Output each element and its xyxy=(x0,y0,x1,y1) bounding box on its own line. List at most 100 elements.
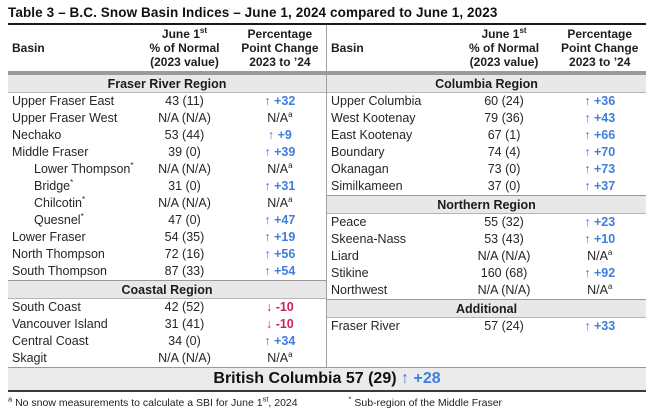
basin-row: North Thompson 72 (16) ↑ +56 xyxy=(8,246,326,263)
basin-name: Upper Fraser West xyxy=(12,111,118,125)
subregion-marker: * xyxy=(80,211,84,221)
basin-row: Nechako 53 (44) ↑ +9 xyxy=(8,127,326,144)
subregion-marker: * xyxy=(130,160,134,170)
up-arrow-icon: ↑ xyxy=(264,230,271,244)
column-header-normal: June 1st % of Normal (2023 value) xyxy=(135,25,234,71)
basin-name: South Coast xyxy=(12,300,81,314)
subregion-marker: * xyxy=(81,194,86,204)
basin-change: ↑ +43 xyxy=(584,111,616,125)
basin-change: ↑ +32 xyxy=(264,94,296,108)
up-arrow-icon: ↑ xyxy=(264,334,271,348)
header-normal-line3: (2023 value) xyxy=(469,55,539,69)
basin-value: N/A (N/A) xyxy=(158,111,211,125)
basin-row: Lower Thompson* N/A (N/A) N/Aa xyxy=(8,161,326,178)
basin-value: 43 (11) xyxy=(165,94,204,108)
basin-change: N/Aa xyxy=(267,109,293,125)
basin-row: Okanagan 73 (0) ↑ +73 xyxy=(327,161,646,178)
right-table-body: Columbia Region Upper Columbia 60 (24) ↑ +3… xyxy=(327,74,646,367)
empty-space xyxy=(327,335,646,367)
column-header-change: Percentage Point Change 2023 to ’24 xyxy=(553,25,646,71)
up-arrow-icon: ↑ xyxy=(584,266,591,280)
basin-value: 57 (24) xyxy=(484,319,524,333)
basin-change: ↑ +66 xyxy=(584,128,616,142)
basin-name: Skagit xyxy=(12,351,47,365)
basin-row: South Thompson 87 (33) ↑ +54 xyxy=(8,263,326,280)
down-arrow-icon: ↓ xyxy=(265,300,273,314)
column-header-basin: Basin xyxy=(12,41,45,55)
na-footnote-marker: a xyxy=(288,160,293,170)
up-arrow-icon: ↑ xyxy=(264,247,271,261)
up-arrow-icon: ↑ xyxy=(264,264,271,278)
na-footnote-marker: a xyxy=(288,194,293,204)
basin-value: 31 (0) xyxy=(168,179,201,193)
basin-name: West Kootenay xyxy=(331,111,416,125)
region-header-row: Coastal Region xyxy=(8,280,326,299)
column-header-basin: Basin xyxy=(331,41,364,55)
header-left-half: Basin June 1st % of Normal (2023 value) … xyxy=(8,25,327,71)
basin-change: ↑ +31 xyxy=(264,179,296,193)
up-arrow-icon: ↑ xyxy=(264,213,271,227)
basin-change: N/Aa xyxy=(587,281,613,297)
up-arrow-icon: ↑ xyxy=(264,145,271,159)
basin-value: 34 (0) xyxy=(168,334,201,348)
province-summary-value: 57 (29) xyxy=(345,370,397,387)
basin-name: Liard xyxy=(331,249,359,263)
basin-row: East Kootenay 67 (1) ↑ +66 xyxy=(327,127,646,144)
up-arrow-icon: ↑ xyxy=(584,215,591,229)
province-summary-change: ↑ +28 xyxy=(401,370,441,387)
table-body: Fraser River Region Upper Fraser East 43 (… xyxy=(8,74,646,367)
basin-value: 47 (0) xyxy=(168,213,201,227)
basin-row: Skeena-Nass 53 (43) ↑ +10 xyxy=(327,231,646,248)
basin-value: N/A (N/A) xyxy=(158,196,211,210)
province-summary-text: British Columbia 57 (29) ↑ +28 xyxy=(213,370,440,388)
up-arrow-icon: ↑ xyxy=(584,232,591,246)
basin-change: ↑ +37 xyxy=(584,179,616,193)
na-footnote-marker: a xyxy=(288,109,293,119)
header-normal-line1: June 1st xyxy=(161,26,208,42)
basin-name: Central Coast xyxy=(12,334,89,348)
table-title: Table 3 – B.C. Snow Basin Indices – June… xyxy=(8,0,646,25)
basin-name: Upper Columbia xyxy=(331,94,422,108)
basin-name: Quesnel* xyxy=(34,211,84,227)
header-change-line2: Point Change xyxy=(241,41,319,55)
region-header-label: Fraser River Region xyxy=(107,76,227,91)
basin-change: ↑ +23 xyxy=(584,215,616,229)
basin-name: Lower Thompson* xyxy=(34,160,134,176)
basin-row: Vancouver Island 31 (41) ↓ -10 xyxy=(8,316,326,333)
basin-name: Skeena-Nass xyxy=(331,232,407,246)
up-arrow-icon: ↑ xyxy=(584,162,591,176)
basin-value: 37 (0) xyxy=(487,179,521,193)
basin-change: ↑ +54 xyxy=(264,264,296,278)
header-right-half: Basin June 1st % of Normal (2023 value) … xyxy=(327,25,646,71)
basin-value: 42 (52) xyxy=(164,300,205,314)
up-arrow-icon: ↑ xyxy=(264,179,271,193)
basin-change: ↑ +39 xyxy=(264,145,296,159)
basin-row: Central Coast 34 (0) ↑ +34 xyxy=(8,333,326,350)
basin-change: ↑ +73 xyxy=(584,162,616,176)
basin-name: Lower Fraser xyxy=(12,230,86,244)
basin-row: South Coast 42 (52) ↓ -10 xyxy=(8,299,326,316)
up-arrow-icon: ↑ xyxy=(584,94,591,108)
basin-name: Fraser River xyxy=(331,319,400,333)
province-summary-row: British Columbia 57 (29) ↑ +28 xyxy=(8,367,646,392)
up-arrow-icon: ↑ xyxy=(584,179,591,193)
basin-name: East Kootenay xyxy=(331,128,413,142)
region-header-row: Northern Region xyxy=(327,195,646,214)
basin-name: North Thompson xyxy=(12,247,105,261)
basin-value: 73 (0) xyxy=(487,162,521,176)
region-header-label: Coastal Region xyxy=(121,282,213,297)
header-normal-line1: June 1st xyxy=(481,26,527,42)
down-arrow-icon: ↓ xyxy=(265,317,273,331)
up-arrow-icon: ↑ xyxy=(584,128,591,142)
basin-value: 60 (24) xyxy=(484,94,524,108)
basin-change: ↓ -10 xyxy=(265,300,294,314)
basin-value: 79 (36) xyxy=(484,111,524,125)
up-arrow-icon: ↑ xyxy=(584,145,591,159)
basin-row: Chilcotin* N/A (N/A) N/Aa xyxy=(8,195,326,212)
basin-name: Stikine xyxy=(331,266,369,280)
basin-change: ↑ +36 xyxy=(584,94,616,108)
basin-value: N/A (N/A) xyxy=(158,351,211,365)
basin-row: Lower Fraser 54 (35) ↑ +19 xyxy=(8,229,326,246)
basin-row: Skagit N/A (N/A) N/Aa xyxy=(8,350,326,367)
